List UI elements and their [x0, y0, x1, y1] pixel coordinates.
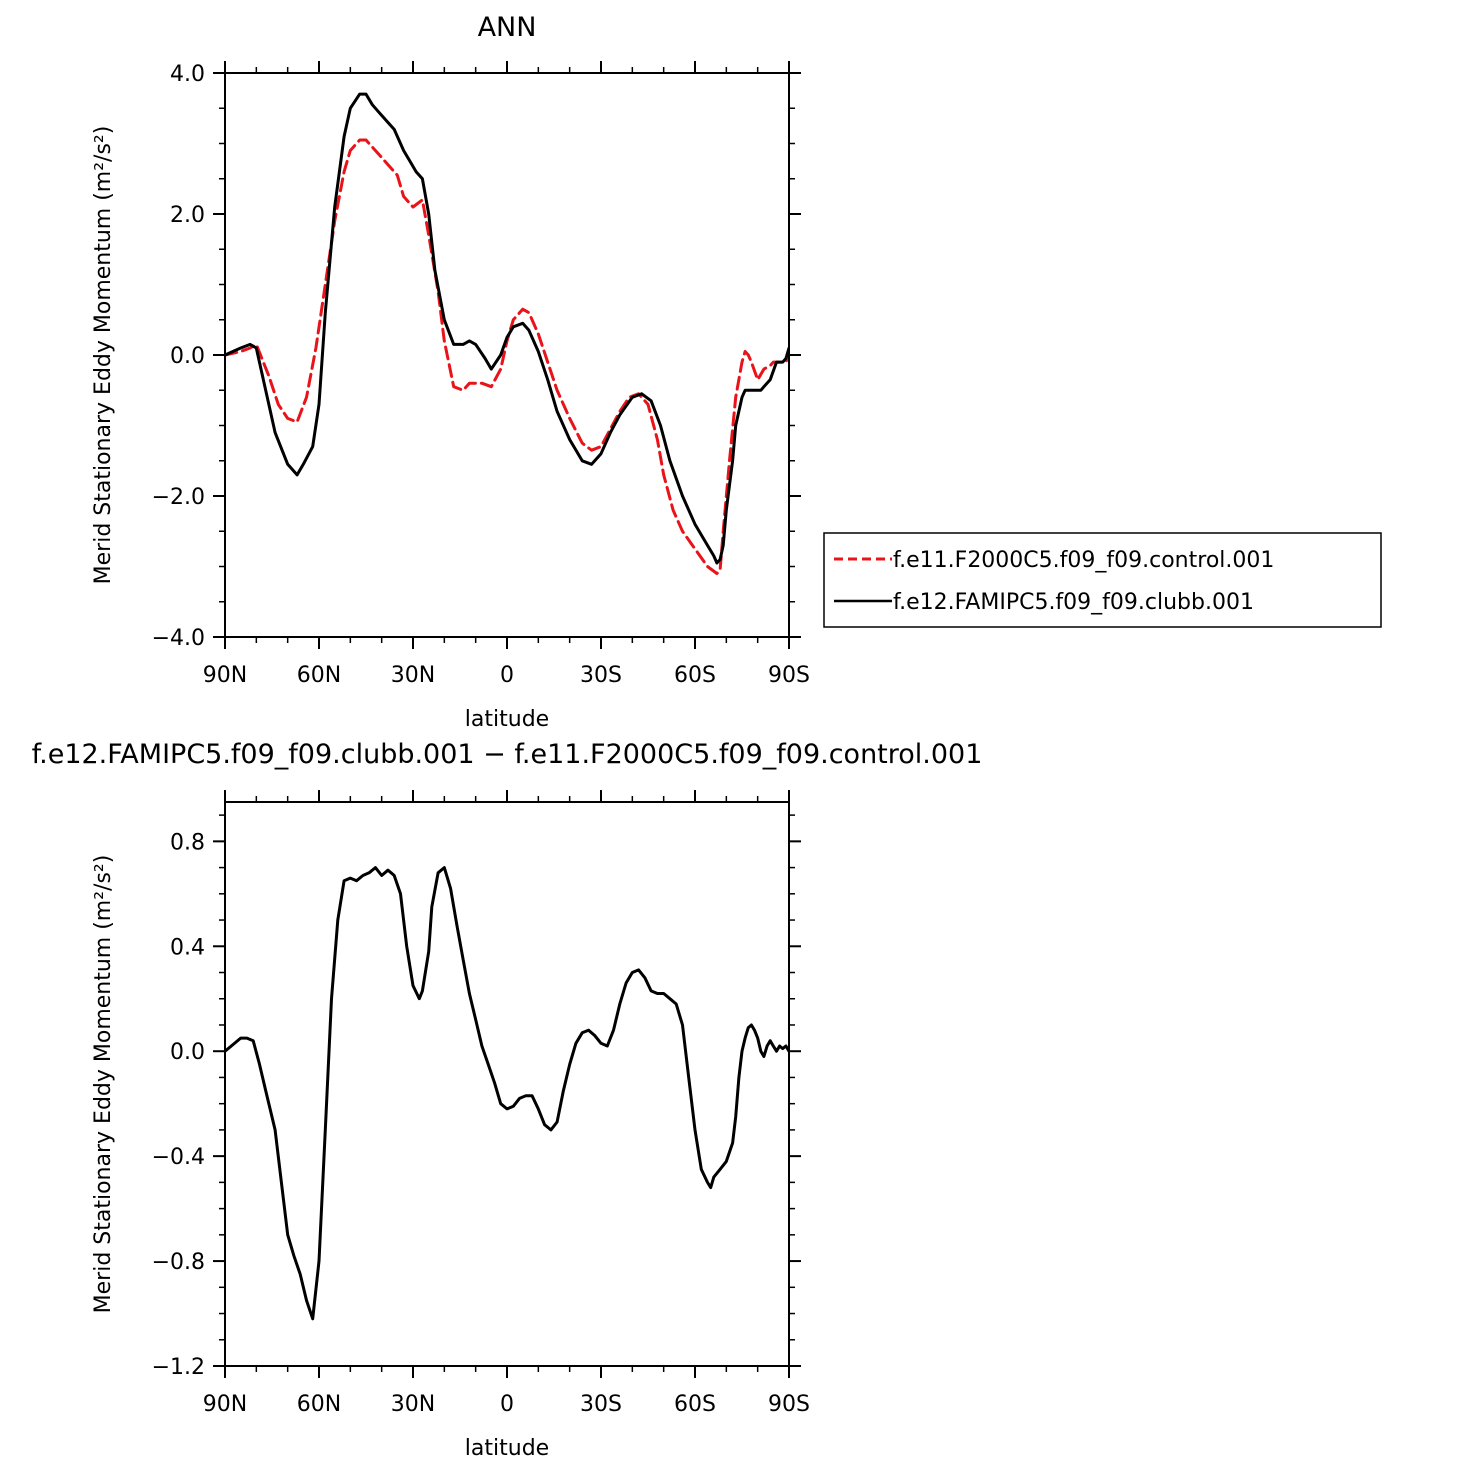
bottom-y-tick-label: −0.4: [152, 1145, 205, 1170]
bottom-y-tick-label: 0.4: [170, 935, 205, 960]
top-series-layer: [225, 92, 789, 575]
bottom-x-tick-label: 0: [500, 1392, 514, 1417]
top-y-tick-label: −4.0: [152, 626, 205, 651]
legend-entry-control: f.e11.F2000C5.f09_f09.control.001: [834, 548, 1274, 573]
legend: f.e11.F2000C5.f09_f09.control.001 f.e12.…: [823, 532, 1382, 628]
bottom-chart-title: f.e12.FAMIPC5.f09_f09.clubb.001 − f.e11.…: [32, 739, 983, 770]
top-x-tick-label: 30N: [391, 663, 435, 688]
bottom-y-tick-label: −1.2: [152, 1355, 205, 1380]
bottom-x-tick-label: 30S: [580, 1392, 622, 1417]
top-y-tick-label: 2.0: [170, 203, 205, 228]
bottom-y-tick-label: 0.8: [170, 830, 205, 855]
bottom-ticks-layer: 90N 60N 30N 0 30S 60S 90S −1.2 −0.8 −0.4 0.0 0.4 0.8: [152, 790, 810, 1417]
bottom-x-tick-label: 60S: [674, 1392, 716, 1417]
top-x-tick-label: 60N: [297, 663, 341, 688]
bottom-plot-frame: [224, 801, 790, 1367]
legend-entry-clubb: f.e12.FAMIPC5.f09_f09.clubb.001: [834, 590, 1254, 615]
bottom-x-tick-label: 90S: [768, 1392, 810, 1417]
top-x-tick-label: 60S: [674, 663, 716, 688]
top-plot-frame: [224, 72, 790, 638]
top-series-line-1: [225, 92, 789, 565]
top-chart-title: ANN: [478, 12, 537, 43]
bottom-y-tick-label: 0.0: [170, 1040, 205, 1065]
top-x-tick-label: 90S: [768, 663, 810, 688]
top-series-line-0: [225, 138, 789, 575]
top-x-tick-label: 90N: [203, 663, 247, 688]
legend-box: [823, 532, 1382, 628]
top-panel: ANN 90N 60N 30N 0 30S 60S 90S −4.0 −2.0 0.0 2.0 4.0…: [91, 12, 1382, 732]
legend-label-control: f.e11.F2000C5.f09_f09.control.001: [893, 548, 1274, 573]
bottom-panel: f.e12.FAMIPC5.f09_f09.clubb.001 − f.e11.…: [32, 739, 983, 1461]
bottom-y-tick-label: −0.8: [152, 1250, 205, 1275]
bottom-y-axis-title: Merid Stationary Eddy Momentum (m²/s²): [91, 855, 116, 1314]
bottom-series-layer: [225, 866, 789, 1321]
top-y-tick-label: 4.0: [170, 62, 205, 87]
top-y-tick-label: −2.0: [152, 485, 205, 510]
top-ticks-layer: 90N 60N 30N 0 30S 60S 90S −4.0 −2.0 0.0 2.0 4.0: [152, 61, 810, 688]
top-x-tick-label: 0: [500, 663, 514, 688]
legend-label-clubb: f.e12.FAMIPC5.f09_f09.clubb.001: [893, 590, 1254, 615]
bottom-x-tick-label: 90N: [203, 1392, 247, 1417]
top-x-axis-title: latitude: [465, 707, 549, 732]
bottom-x-tick-label: 30N: [391, 1392, 435, 1417]
bottom-x-tick-label: 60N: [297, 1392, 341, 1417]
top-y-tick-label: 0.0: [170, 344, 205, 369]
bottom-series-line-0: [225, 866, 789, 1321]
top-y-axis-title: Merid Stationary Eddy Momentum (m²/s²): [91, 126, 116, 585]
bottom-x-axis-title: latitude: [465, 1436, 549, 1461]
top-x-tick-label: 30S: [580, 663, 622, 688]
